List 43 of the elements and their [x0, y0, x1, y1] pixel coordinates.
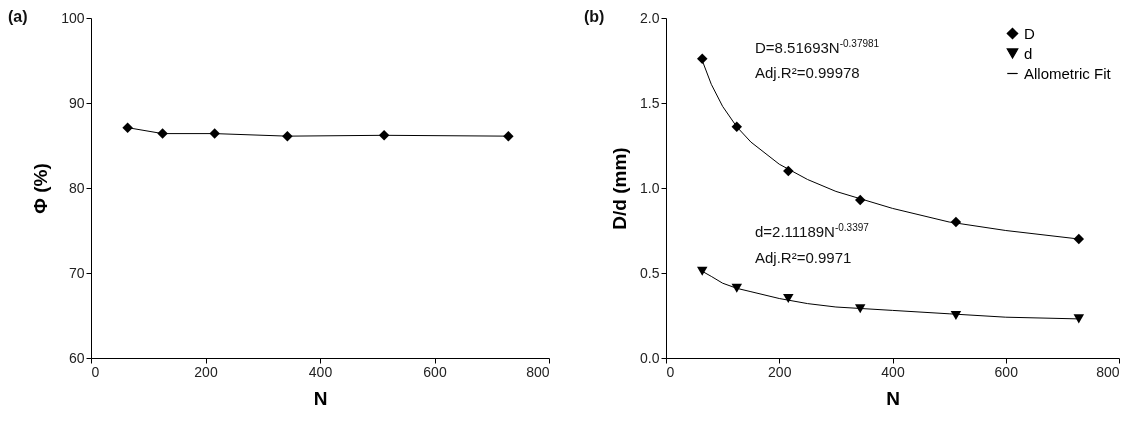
- y-tick-label: 1.5: [640, 94, 660, 111]
- legend-label: Allometric Fit: [1024, 64, 1112, 82]
- point: [854, 304, 866, 314]
- y-tick-label: 90: [68, 94, 85, 111]
- legend-label: d: [1024, 44, 1033, 62]
- annotation: d=2.11189N$^{-0.3397}$: [755, 222, 869, 240]
- x-tick-label: 200: [768, 363, 792, 380]
- x-tick-label: 800: [1096, 363, 1120, 380]
- x-tick-label: 400: [308, 363, 333, 380]
- y-axis-title: D/d (mm): [609, 147, 631, 230]
- x-tick-label: 600: [994, 363, 1019, 380]
- point: [209, 128, 220, 139]
- y-tick-label: 70: [68, 264, 85, 281]
- point: [697, 53, 708, 65]
- point: [503, 130, 514, 142]
- x-tick-label: 0: [91, 363, 100, 380]
- point: [378, 130, 390, 141]
- point: [1073, 314, 1085, 324]
- point: [157, 128, 168, 139]
- point: [282, 130, 293, 142]
- x-axis-title: N: [886, 387, 900, 409]
- annotation: D=8.51693N$^{-0.37981}$: [755, 38, 880, 56]
- y-tick-label: 0.0: [640, 349, 660, 366]
- point: [1073, 233, 1085, 245]
- x-tick-label: 200: [194, 363, 218, 380]
- point: [122, 122, 133, 133]
- x-axis-title: N: [313, 387, 328, 409]
- legend-label: D: [1024, 24, 1035, 42]
- y-tick-label: 80: [68, 179, 85, 196]
- y-tick-label: 1.0: [640, 179, 660, 196]
- annotation: Adj.R²=0.9971: [755, 249, 852, 266]
- y-tick-label: 100: [61, 9, 85, 26]
- x-tick-label: 400: [881, 363, 905, 380]
- x-tick-label: 0: [666, 363, 675, 380]
- annotation: Adj.R²=0.99978: [755, 64, 860, 81]
- y-axis-title: Φ (%): [30, 163, 52, 214]
- x-tick-label: 600: [423, 363, 447, 380]
- chart-title: (b): [584, 8, 605, 26]
- x-tick-label: 800: [526, 363, 550, 380]
- y-tick-label: 0.5: [640, 264, 660, 281]
- y-tick-label: 60: [68, 349, 85, 366]
- y-tick-label: 2.0: [640, 9, 660, 26]
- chart-title: (a): [8, 8, 28, 26]
